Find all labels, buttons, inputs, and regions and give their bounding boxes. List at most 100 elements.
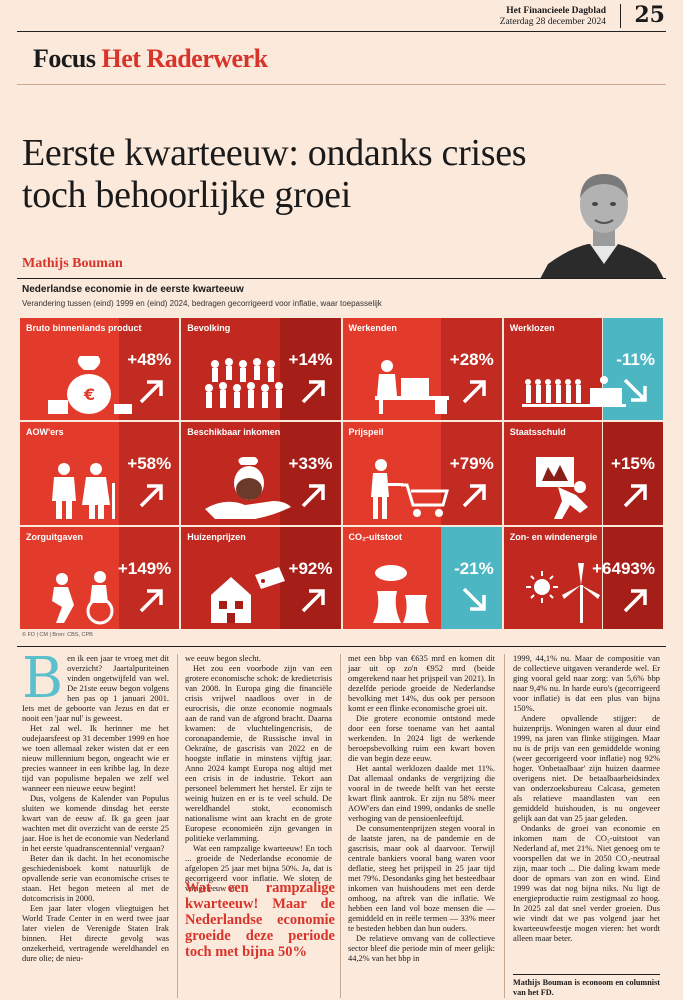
arrow-up-icon — [140, 588, 163, 612]
column-divider — [340, 654, 341, 998]
office-worker-icon — [374, 360, 449, 415]
infographic-credit: © FD | CM | Bron: CBS, CPB — [22, 632, 93, 638]
queue-icon — [521, 376, 626, 408]
paragraph: Het zal wel. Ik herinner me het oudejaar… — [22, 724, 169, 793]
paragraph: Die grotere economie ontstond mede door … — [348, 714, 495, 763]
carrying-debt-icon — [535, 456, 588, 519]
section-rule — [17, 84, 666, 85]
tile-label: Beschikbaar inkomen — [187, 427, 281, 438]
tile-label: Werklozen — [509, 323, 555, 333]
paragraph: Andere opvallende stijger: de huizenprij… — [513, 714, 660, 823]
author-portrait — [540, 174, 664, 279]
paragraph: Een jaar later vlogen vliegtuigen het Wo… — [22, 904, 169, 963]
tile-bbp: Bruto binnenlands product +48% € — [20, 318, 180, 421]
tile-label: Werkenden — [348, 323, 397, 333]
tile-label: Zorguitgaven — [26, 531, 84, 542]
paragraph: De consumentenprijzen stegen vooral in d… — [348, 824, 495, 933]
byline-rule — [17, 278, 666, 279]
article-column-1: B en ik een jaar te vroeg met dit overzi… — [22, 646, 169, 964]
tile-value: +79% — [449, 454, 494, 474]
article-column-2: we eeuw begon slecht. Het zou een voorbo… — [185, 654, 335, 960]
tile-zorguitgaven: Zorguitgaven +149% — [20, 526, 180, 629]
house-price-icon — [211, 567, 286, 623]
paragraph: Het zou een voorbode zijn van een groter… — [185, 664, 332, 843]
tile-value: -21% — [454, 558, 494, 578]
infographic-subtitle: Verandering tussen (eind) 1999 en (eind)… — [22, 299, 382, 308]
arrow-up-icon — [623, 588, 647, 612]
column-divider — [504, 654, 505, 998]
top-rule — [17, 31, 666, 32]
tile-value: +14% — [288, 350, 333, 369]
tile-value: +48% — [127, 350, 172, 369]
tile-label: Huizenprijzen — [187, 531, 246, 542]
paragraph: met een bbp van €635 mrd en komen dit ja… — [348, 654, 495, 713]
paragraph: Wat een rampzalige kwarteeuw! En toch ..… — [185, 844, 332, 893]
author-signature: Mathijs Bouman is econoom en columnist v… — [513, 978, 660, 997]
tile-co2-uitstoot: CO₂-uitstoot -21% — [342, 526, 502, 629]
arrow-up-icon — [301, 588, 325, 612]
power-plant-icon — [372, 565, 429, 623]
infographic-grid: Bruto binnenlands product +48% € Bevolki… — [20, 318, 663, 629]
tile-label: CO₂-uitstoot — [348, 531, 403, 542]
tile-huizenprijzen: Huizenprijzen +92% — [181, 526, 341, 629]
tile-label: Bevolking — [187, 323, 231, 333]
paper-info: Het Financieele Dagblad Zaterdag 28 dece… — [500, 6, 606, 28]
tile-value: +33% — [288, 454, 333, 474]
paper-name: Het Financieele Dagblad — [506, 6, 606, 16]
paragraph: Beter dan ik dacht. In het economische g… — [22, 854, 169, 903]
arrow-up-icon — [301, 380, 325, 404]
arrow-down-icon — [623, 378, 647, 402]
masthead: Het Financieele Dagblad Zaterdag 28 dece… — [0, 2, 683, 30]
masthead-divider — [620, 4, 621, 28]
paragraph: en ik een jaar te vroeg met dit overzich… — [22, 654, 169, 723]
arrow-up-icon — [140, 380, 163, 404]
article-column-3: met een bbp van €635 mrd en komen dit ja… — [348, 654, 495, 964]
tile-werkenden: Werkenden +28% — [342, 318, 502, 421]
dropcap: B — [22, 646, 64, 711]
tile-value: -11% — [616, 350, 655, 369]
arrow-up-icon — [301, 484, 325, 508]
arrow-up-icon — [462, 484, 486, 508]
headline: Eerste kwarteeuw: ondanks crises toch be… — [22, 132, 527, 216]
tile-value: +92% — [288, 558, 333, 578]
pull-quote: Wat een rampzalige kwarteeuw! Maar de Ne… — [185, 880, 335, 960]
arrow-up-icon — [623, 484, 647, 508]
tile-staatsschuld: Staatsschuld +15% — [503, 422, 663, 525]
crowd-icon — [205, 358, 284, 409]
tile-werklozen: Werklozen -11% — [503, 318, 663, 421]
tile-label: Zon- en windenergie — [509, 531, 598, 542]
tile-value: +58% — [127, 454, 172, 474]
tile-value: +28% — [449, 350, 494, 369]
section-title: Focus Het Raderwerk — [33, 44, 268, 74]
article-body: B en ik een jaar te vroeg met dit overzi… — [22, 646, 663, 998]
paragraph: Het aantal werklozen daalde met 11%. Dat… — [348, 764, 495, 823]
section-focus: Focus — [33, 44, 96, 73]
shopping-cart-icon — [370, 458, 449, 519]
tile-label: Bruto binnenlands product — [26, 323, 142, 333]
hand-coin-icon — [205, 456, 292, 519]
tile-value: +149% — [117, 558, 172, 578]
paragraph: Ondanks de groei van economie en inkomen… — [513, 824, 660, 943]
tile-zon-windenergie: Zon- en windenergie +6493% — [503, 526, 663, 629]
author-byline: Mathijs Bouman — [22, 256, 123, 271]
tile-beschikbaar-inkomen: Beschikbaar inkomen +33% — [181, 422, 341, 525]
paragraph: we eeuw begon slecht. — [185, 654, 261, 663]
tile-value: +6493% — [592, 558, 655, 578]
paragraph: Dus, volgens de Kalender van Populus slu… — [22, 794, 169, 853]
infographic-title: Nederlandse economie in de eerste kwarte… — [22, 284, 244, 295]
svg-text:€: € — [83, 385, 95, 404]
page-number: 25 — [634, 2, 665, 28]
arrow-down-icon — [462, 587, 486, 611]
body-rule — [17, 646, 666, 647]
tile-value: +15% — [611, 454, 655, 474]
money-bag-icon: € — [48, 356, 132, 415]
signature-rule — [513, 974, 660, 975]
tile-aowers: AOW'ers +58% — [20, 422, 180, 525]
section-name: Het Raderwerk — [101, 44, 269, 73]
wheelchair-care-icon — [52, 571, 114, 625]
issue-date: Zaterdag 28 december 2024 — [499, 17, 606, 27]
paragraph: 1999, 44,1% nu. Maar de compositie van d… — [513, 654, 660, 713]
paragraph: De relatieve omvang van de collectieve s… — [348, 934, 495, 963]
elderly-couple-icon — [52, 462, 115, 519]
tile-label: Staatsschuld — [509, 427, 566, 438]
